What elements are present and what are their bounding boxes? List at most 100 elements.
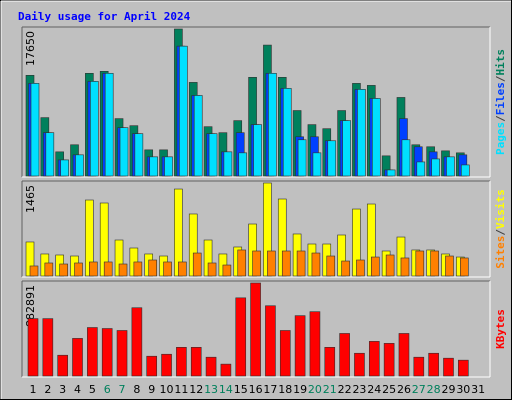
bar xyxy=(60,159,69,177)
bar xyxy=(29,265,39,277)
bar xyxy=(413,356,425,377)
x-tick-label: 22 xyxy=(338,383,352,396)
x-tick-label: 11 xyxy=(174,383,188,396)
bar xyxy=(207,262,217,277)
x-tick-label: 4 xyxy=(74,383,81,396)
bar xyxy=(267,250,276,277)
bar xyxy=(75,154,84,177)
bar xyxy=(415,250,425,277)
bar xyxy=(265,305,276,377)
bar xyxy=(193,95,203,177)
bar xyxy=(222,264,232,277)
x-tick-label: 20 xyxy=(308,383,322,396)
x-tick-label: 16 xyxy=(249,383,263,396)
x-tick-label: 1 xyxy=(30,383,37,396)
chart-title: Daily usage for April 2024 xyxy=(18,10,191,23)
bar xyxy=(458,359,469,377)
x-tick-label: 7 xyxy=(119,383,126,396)
x-tick-label: 23 xyxy=(352,383,366,396)
bar xyxy=(252,250,261,277)
bar xyxy=(357,89,366,177)
x-tick-label: 28 xyxy=(427,383,441,396)
bar xyxy=(103,261,113,277)
x-tick-label: 9 xyxy=(148,383,155,396)
x-tick-label: 19 xyxy=(293,383,307,396)
bar xyxy=(324,347,336,377)
bar xyxy=(446,156,455,177)
legend-entry: Hits xyxy=(494,49,507,76)
bar xyxy=(430,250,439,277)
x-tick-label: 26 xyxy=(397,383,411,396)
bar xyxy=(341,260,350,277)
bar xyxy=(400,257,410,277)
legend-entry: Visits xyxy=(494,189,507,229)
bar xyxy=(383,343,395,377)
bar xyxy=(294,315,306,377)
bar xyxy=(72,338,83,377)
bar xyxy=(385,254,395,277)
bar xyxy=(460,257,469,277)
bar xyxy=(309,311,321,377)
bar xyxy=(461,164,470,177)
bar xyxy=(428,352,439,377)
bar xyxy=(178,261,187,277)
legend-separator: / xyxy=(494,229,507,236)
bar xyxy=(118,263,128,277)
bar xyxy=(179,45,188,177)
x-tick-label: 8 xyxy=(133,383,140,396)
bar xyxy=(370,256,380,277)
bar xyxy=(250,282,261,377)
bar xyxy=(326,255,336,277)
legend: Pages/Files/Hits xyxy=(494,49,507,155)
bar xyxy=(279,330,291,377)
bar xyxy=(371,98,381,177)
legend-entry: Pages xyxy=(494,122,507,155)
bar xyxy=(148,259,158,277)
bar xyxy=(101,328,113,377)
bar xyxy=(57,354,68,377)
bar xyxy=(354,352,365,377)
bar xyxy=(190,347,202,377)
legend: KBytes xyxy=(494,309,507,349)
x-tick-label: 21 xyxy=(323,383,337,396)
bar xyxy=(134,133,144,177)
bar xyxy=(327,140,337,177)
bar xyxy=(368,341,380,377)
x-tick-label: 14 xyxy=(219,383,233,396)
bar xyxy=(87,327,98,377)
bar xyxy=(208,133,218,177)
bar xyxy=(161,353,172,377)
bar xyxy=(235,297,247,377)
x-tick-label: 15 xyxy=(234,383,248,396)
bar xyxy=(45,132,55,177)
bar xyxy=(44,262,54,277)
bar xyxy=(119,127,129,177)
x-tick-label: 31 xyxy=(471,383,485,396)
bar xyxy=(238,152,248,177)
y-tick-label: 882891 xyxy=(24,285,37,327)
bar xyxy=(220,363,232,377)
bar xyxy=(398,333,410,377)
bar xyxy=(42,318,54,377)
bar xyxy=(445,255,454,277)
bar xyxy=(253,124,262,177)
x-tick-label: 27 xyxy=(412,383,426,396)
x-tick-label: 5 xyxy=(89,383,96,396)
bar xyxy=(131,307,143,377)
bar xyxy=(281,250,291,277)
bar xyxy=(133,261,143,277)
legend-entry: Sites xyxy=(494,236,507,269)
bar xyxy=(27,318,39,377)
bar xyxy=(356,259,365,277)
bar xyxy=(89,261,98,277)
x-tick-label: 12 xyxy=(189,383,203,396)
bar xyxy=(192,252,202,277)
bar xyxy=(342,120,351,177)
legend: Sites/Visits xyxy=(494,189,507,269)
bar xyxy=(205,356,217,377)
bar xyxy=(30,83,40,177)
x-tick-label: 25 xyxy=(382,383,396,396)
bar xyxy=(386,169,396,177)
bar xyxy=(297,139,307,177)
x-tick-label: 18 xyxy=(278,383,292,396)
